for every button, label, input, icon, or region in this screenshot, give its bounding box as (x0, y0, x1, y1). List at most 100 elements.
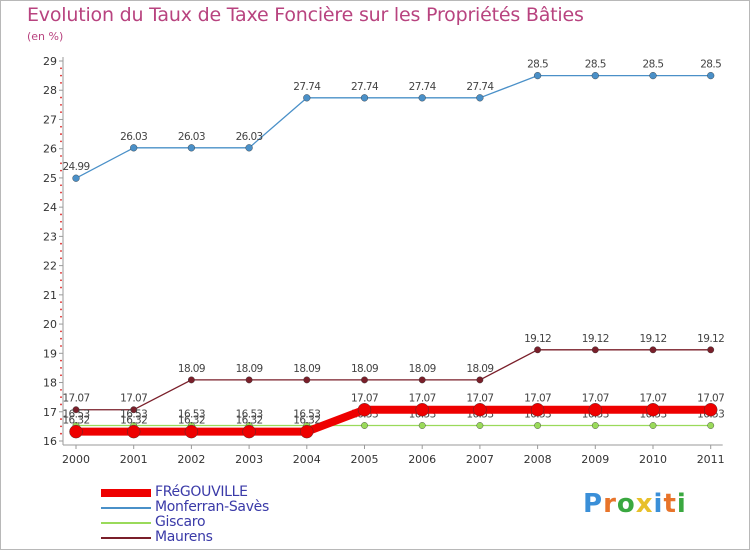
logo-letter: x (635, 489, 654, 519)
x-tick-label: 2002 (177, 453, 205, 466)
data-label: 27.74 (351, 81, 379, 93)
data-point (591, 346, 599, 354)
data-point (707, 346, 715, 354)
y-minor-tick (60, 345, 62, 347)
logo-letter: t (663, 489, 677, 519)
data-label: 17.07 (409, 393, 436, 405)
y-tick-label: 24 (43, 201, 57, 214)
series-line (76, 349, 711, 411)
y-minor-tick (60, 257, 62, 260)
y-minor-tick (60, 125, 62, 128)
y-minor-tick (60, 184, 62, 187)
data-label: 27.74 (409, 81, 437, 93)
y-minor-tick (60, 111, 62, 114)
data-label: 17.07 (466, 393, 493, 405)
legend-swatch (101, 507, 151, 509)
data-label: 16.53 (62, 409, 89, 421)
legend-label: Giscaro (155, 514, 206, 530)
data-label: 17.07 (120, 393, 147, 405)
legend-label: Maurens (155, 529, 213, 545)
data-label: 18.09 (409, 363, 436, 375)
y-tick-label: 29 (43, 55, 57, 68)
x-tick-label: 2003 (235, 453, 263, 466)
data-label: 28.5 (527, 59, 548, 71)
data-point (303, 94, 311, 102)
data-label: 16.53 (293, 409, 320, 421)
data-label: 18.09 (351, 363, 378, 375)
y-tick-label: 17 (43, 406, 57, 419)
data-label: 26.03 (120, 131, 147, 143)
y-minor-tick (60, 403, 62, 406)
data-point (69, 424, 83, 439)
data-label: 17.07 (62, 393, 89, 405)
data-label: 18.09 (236, 363, 263, 375)
y-tick-label: 28 (43, 84, 57, 97)
data-label: 16.32 (62, 415, 89, 427)
y-minor-tick (60, 250, 62, 252)
series-2: 24.99 26.03 26.03 26.03 27.74 27.74 27.74 27.74… (62, 59, 722, 182)
data-point (704, 403, 718, 417)
y-tick-label: 26 (43, 143, 57, 156)
data-label: 16.32 (293, 415, 320, 427)
x-tick-label: 2006 (408, 453, 436, 466)
data-point (360, 94, 369, 102)
logo-letter: r (603, 489, 617, 519)
legend-swatch (101, 537, 151, 539)
data-label: 18.09 (293, 363, 320, 375)
y-minor-tick (60, 228, 62, 230)
data-label: 17.07 (351, 393, 378, 405)
data-point (588, 403, 602, 417)
data-label: 16.32 (178, 415, 205, 427)
data-point (130, 144, 138, 152)
y-minor-tick (60, 359, 62, 362)
data-label: 16.32 (236, 415, 263, 427)
y-minor-tick (60, 140, 62, 143)
data-point (533, 72, 542, 80)
logo-letter: P (583, 489, 604, 519)
y-minor-tick (60, 315, 62, 318)
data-point (242, 424, 256, 439)
series-1: 16.5316.5316.5316.5316.5316.5316.5316.53… (62, 409, 725, 429)
data-point (72, 406, 80, 414)
y-minor-tick (60, 367, 62, 369)
x-tick-label: 2009 (581, 453, 609, 466)
data-point (418, 94, 426, 102)
data-label: 16.32 (120, 415, 147, 427)
data-point (591, 72, 599, 80)
y-minor-tick (60, 425, 62, 428)
y-minor-tick (60, 396, 62, 399)
y-minor-tick (60, 330, 62, 333)
y-minor-tick (60, 74, 62, 77)
data-point (476, 376, 484, 384)
legend-label: Monferran-Savès (155, 499, 269, 515)
y-tick-label: 21 (43, 289, 57, 302)
series-0: 17.07 17.07 18.09 18.09 18.09 18.09 18.09 18.09… (62, 333, 725, 414)
x-tick-label: 2011 (697, 453, 725, 466)
y-tick-label: 20 (43, 318, 57, 331)
y-minor-tick (60, 96, 62, 99)
y-minor-tick (60, 432, 62, 435)
data-label: 16.53 (178, 409, 205, 421)
data-label: 26.03 (236, 131, 263, 143)
data-point (476, 94, 484, 102)
data-point (126, 424, 141, 439)
proxiti-logo: Proxiti (583, 489, 687, 519)
data-label: 26.03 (178, 131, 205, 143)
y-minor-tick (60, 162, 62, 165)
data-point (418, 376, 426, 384)
y-minor-tick (60, 286, 62, 289)
y-minor-tick (60, 279, 62, 282)
data-point (245, 144, 253, 152)
data-point (415, 403, 429, 417)
data-point (707, 422, 715, 429)
logo-letter: i (676, 489, 687, 519)
y-minor-tick (60, 191, 62, 194)
y-minor-tick (60, 374, 62, 377)
data-point (300, 424, 314, 439)
data-label: 19.12 (639, 333, 666, 345)
chart-title: Evolution du Taux de Taxe Foncière sur l… (27, 4, 584, 26)
y-tick-label: 19 (43, 347, 57, 360)
y-minor-tick (60, 220, 62, 223)
